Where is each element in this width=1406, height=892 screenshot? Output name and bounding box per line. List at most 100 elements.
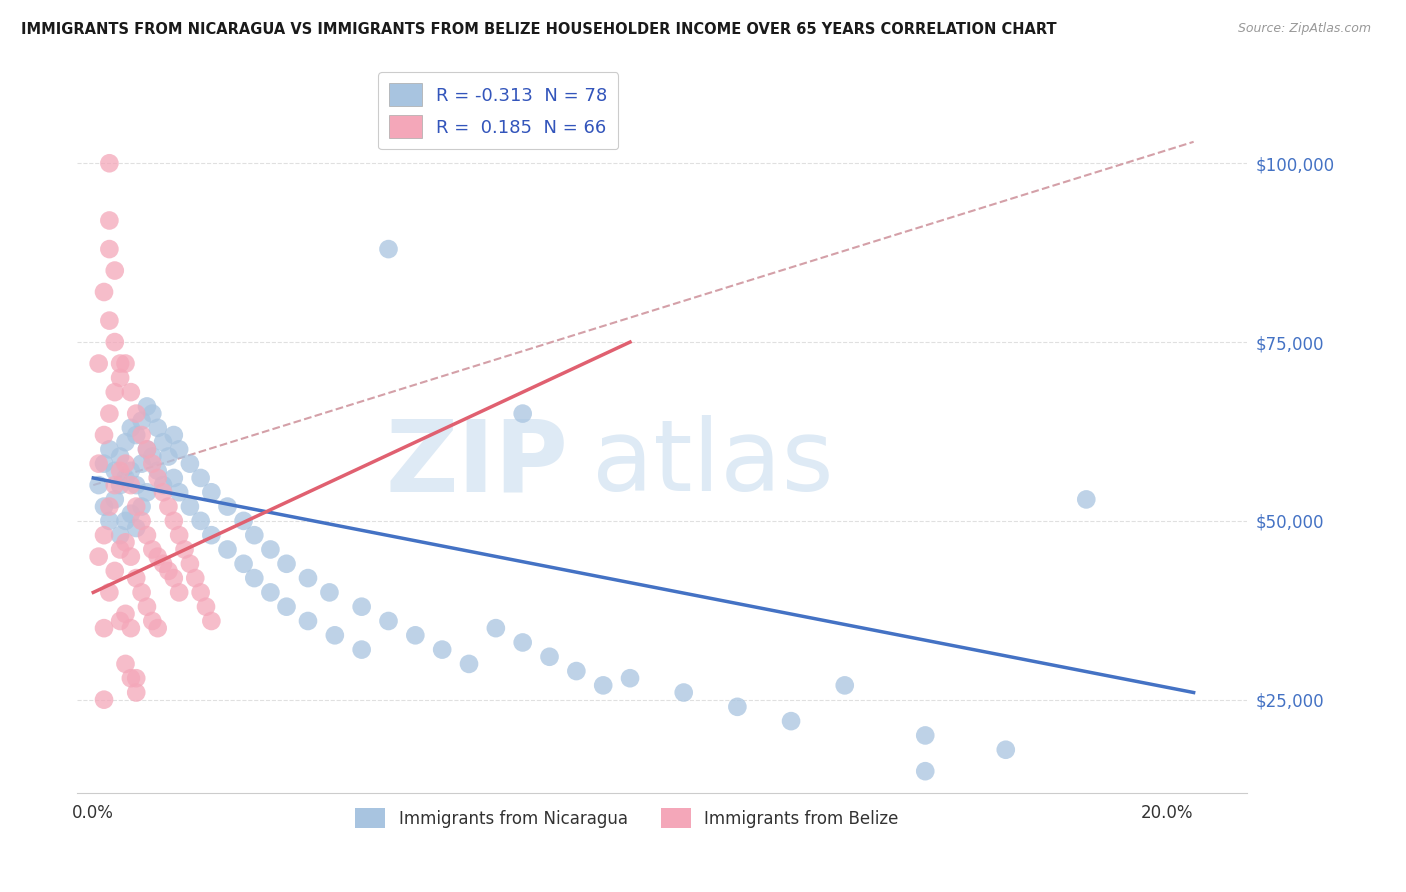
Point — [131, 428, 153, 442]
Point — [276, 557, 298, 571]
Point — [141, 614, 163, 628]
Point — [104, 478, 127, 492]
Point — [120, 549, 142, 564]
Point — [184, 571, 207, 585]
Point — [114, 435, 136, 450]
Text: IMMIGRANTS FROM NICARAGUA VS IMMIGRANTS FROM BELIZE HOUSEHOLDER INCOME OVER 65 Y: IMMIGRANTS FROM NICARAGUA VS IMMIGRANTS … — [21, 22, 1057, 37]
Point — [125, 478, 148, 492]
Point — [131, 500, 153, 514]
Point — [318, 585, 340, 599]
Point — [157, 564, 180, 578]
Point — [157, 500, 180, 514]
Point — [152, 557, 174, 571]
Point — [200, 485, 222, 500]
Point — [190, 585, 212, 599]
Point — [512, 407, 534, 421]
Point — [98, 213, 121, 227]
Point — [167, 528, 190, 542]
Point — [114, 535, 136, 549]
Point — [565, 664, 588, 678]
Point — [87, 478, 110, 492]
Point — [98, 585, 121, 599]
Point — [259, 585, 281, 599]
Point — [114, 357, 136, 371]
Point — [108, 478, 131, 492]
Point — [243, 571, 266, 585]
Point — [377, 614, 399, 628]
Point — [146, 421, 169, 435]
Point — [157, 450, 180, 464]
Point — [114, 471, 136, 485]
Point — [136, 442, 159, 457]
Point — [87, 457, 110, 471]
Point — [146, 471, 169, 485]
Point — [190, 514, 212, 528]
Point — [141, 457, 163, 471]
Point — [108, 371, 131, 385]
Point — [136, 485, 159, 500]
Point — [200, 614, 222, 628]
Point — [98, 514, 121, 528]
Text: Source: ZipAtlas.com: Source: ZipAtlas.com — [1237, 22, 1371, 36]
Point — [120, 507, 142, 521]
Text: atlas: atlas — [592, 415, 834, 512]
Point — [131, 514, 153, 528]
Point — [297, 614, 319, 628]
Point — [179, 557, 201, 571]
Point — [125, 671, 148, 685]
Point — [914, 764, 936, 779]
Point — [163, 471, 186, 485]
Point — [619, 671, 641, 685]
Point — [93, 500, 115, 514]
Text: ZIP: ZIP — [385, 415, 568, 512]
Point — [179, 500, 201, 514]
Point — [173, 542, 195, 557]
Point — [276, 599, 298, 614]
Point — [87, 357, 110, 371]
Point — [167, 485, 190, 500]
Point — [93, 428, 115, 442]
Point — [163, 571, 186, 585]
Point — [163, 428, 186, 442]
Point — [108, 528, 131, 542]
Point — [120, 671, 142, 685]
Point — [120, 621, 142, 635]
Point — [120, 478, 142, 492]
Point — [120, 464, 142, 478]
Point — [131, 457, 153, 471]
Point — [152, 435, 174, 450]
Point — [125, 407, 148, 421]
Point — [104, 263, 127, 277]
Point — [93, 285, 115, 299]
Point — [98, 313, 121, 327]
Point — [297, 571, 319, 585]
Point — [98, 500, 121, 514]
Point — [98, 407, 121, 421]
Point — [152, 478, 174, 492]
Point — [232, 514, 254, 528]
Point — [136, 400, 159, 414]
Point — [152, 485, 174, 500]
Point — [93, 528, 115, 542]
Point — [131, 414, 153, 428]
Point — [125, 428, 148, 442]
Point — [146, 549, 169, 564]
Point — [108, 450, 131, 464]
Point — [104, 464, 127, 478]
Point — [350, 599, 373, 614]
Point — [323, 628, 346, 642]
Point — [108, 614, 131, 628]
Point — [98, 442, 121, 457]
Point — [914, 728, 936, 742]
Point — [200, 528, 222, 542]
Point — [120, 421, 142, 435]
Point — [114, 457, 136, 471]
Point — [994, 743, 1017, 757]
Point — [98, 242, 121, 256]
Point — [217, 542, 239, 557]
Point — [136, 528, 159, 542]
Point — [114, 607, 136, 621]
Point — [217, 500, 239, 514]
Point — [93, 692, 115, 706]
Point — [108, 357, 131, 371]
